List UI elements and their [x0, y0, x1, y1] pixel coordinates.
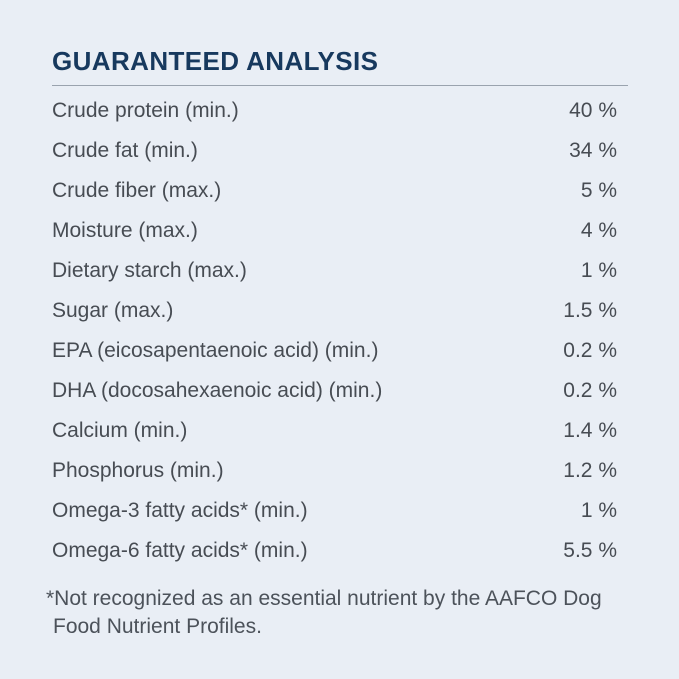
- table-row: Crude protein (min.) 40 %: [52, 91, 628, 131]
- nutrient-table: Crude protein (min.) 40 % Crude fat (min…: [52, 91, 628, 571]
- nutrient-label: Crude fat (min.): [52, 139, 198, 162]
- nutrient-value: 1 %: [580, 259, 617, 282]
- table-row: Phosphorus (min.) 1.2 %: [52, 451, 628, 491]
- table-row: DHA (docosahexaenoic acid) (min.) 0.2 %: [52, 371, 628, 411]
- nutrient-value: 1.2 %: [563, 459, 617, 482]
- aafco-footnote: *Not recognized as an essential nutrient…: [46, 587, 602, 638]
- nutrient-value: 0.2 %: [563, 379, 617, 402]
- nutrient-label: Omega-3 fatty acids* (min.): [52, 499, 308, 522]
- nutrient-value: 0.2 %: [563, 339, 617, 362]
- guaranteed-analysis-card: GUARANTEED ANALYSIS Crude protein (min.)…: [46, 46, 628, 662]
- table-row: Sugar (max.) 1.5 %: [52, 291, 628, 331]
- nutrient-label: Calcium (min.): [52, 419, 188, 442]
- nutrient-value: 1 %: [580, 499, 617, 522]
- nutrient-label: Crude fiber (max.): [52, 179, 222, 202]
- nutrient-value: 5 %: [580, 179, 617, 202]
- section-title: GUARANTEED ANALYSIS: [52, 46, 379, 76]
- nutrient-label: Sugar (max.): [52, 299, 174, 322]
- nutrient-value: 34 %: [569, 139, 617, 162]
- nutrient-value: 40 %: [569, 99, 617, 122]
- nutrient-value: 4 %: [580, 219, 617, 242]
- table-row: Omega-6 fatty acids* (min.) 5.5 %: [52, 531, 628, 571]
- nutrient-value: 5.5 %: [563, 539, 617, 562]
- nutrient-label: Phosphorus (min.): [52, 459, 224, 482]
- table-row: Dietary starch (max.) 1 %: [52, 251, 628, 291]
- table-row: Crude fat (min.) 34 %: [52, 131, 628, 171]
- nutrient-label: Crude protein (min.): [52, 99, 239, 122]
- table-row: Moisture (max.) 4 %: [52, 211, 628, 251]
- nutrient-label: DHA (docosahexaenoic acid) (min.): [52, 379, 383, 402]
- title-divider: [52, 85, 628, 86]
- table-row: Calcium (min.) 1.4 %: [52, 411, 628, 451]
- nutrient-label: Dietary starch (max.): [52, 259, 247, 282]
- nutrient-value: 1.4 %: [563, 419, 617, 442]
- nutrient-label: Omega-6 fatty acids* (min.): [52, 539, 308, 562]
- table-row: EPA (eicosapentaenoic acid) (min.) 0.2 %: [52, 331, 628, 371]
- nutrient-label: EPA (eicosapentaenoic acid) (min.): [52, 339, 379, 362]
- table-row: Omega-3 fatty acids* (min.) 1 %: [52, 491, 628, 531]
- nutrient-value: 1.5 %: [563, 299, 617, 322]
- table-row: Crude fiber (max.) 5 %: [52, 171, 628, 211]
- nutrient-label: Moisture (max.): [52, 219, 198, 242]
